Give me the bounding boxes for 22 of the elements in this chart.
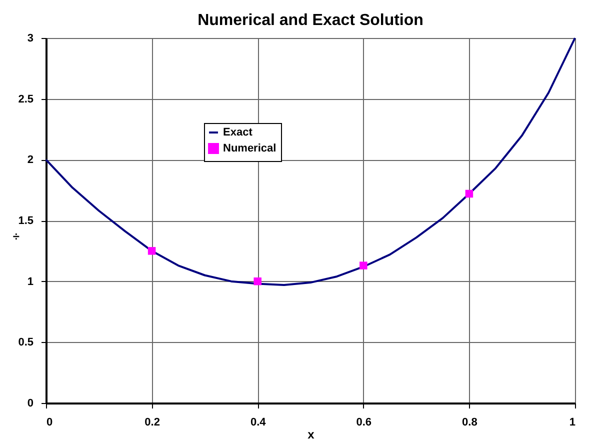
point bbox=[465, 190, 474, 198]
y-axis-title: ÷ bbox=[12, 230, 20, 244]
x-tick-label: 0.2 bbox=[144, 416, 160, 428]
chart-title: Numerical and Exact Solution bbox=[198, 12, 424, 29]
y-tick-label: 3 bbox=[27, 32, 34, 44]
y-tick-label: 1 bbox=[27, 276, 34, 288]
x-tick-label: 0.4 bbox=[250, 416, 267, 428]
y-tick-label: 2 bbox=[27, 154, 34, 166]
y-tick-label: 0.5 bbox=[18, 336, 34, 349]
legend-label: Numerical bbox=[223, 142, 276, 154]
y-tick-label: 0 bbox=[27, 398, 34, 410]
point bbox=[148, 247, 156, 255]
point bbox=[254, 277, 262, 286]
x-tick-label: 0.8 bbox=[462, 416, 478, 428]
y-tick-label: 1.5 bbox=[18, 215, 34, 227]
x-tick-label: 0 bbox=[46, 416, 53, 428]
x-tick-label: 1 bbox=[569, 416, 576, 428]
x-tick-label: 0.6 bbox=[356, 416, 372, 428]
legend-label: Exact bbox=[223, 126, 253, 138]
x-axis-title: x bbox=[308, 428, 315, 442]
point bbox=[360, 262, 368, 270]
y-tick-label: 2.5 bbox=[18, 93, 34, 106]
